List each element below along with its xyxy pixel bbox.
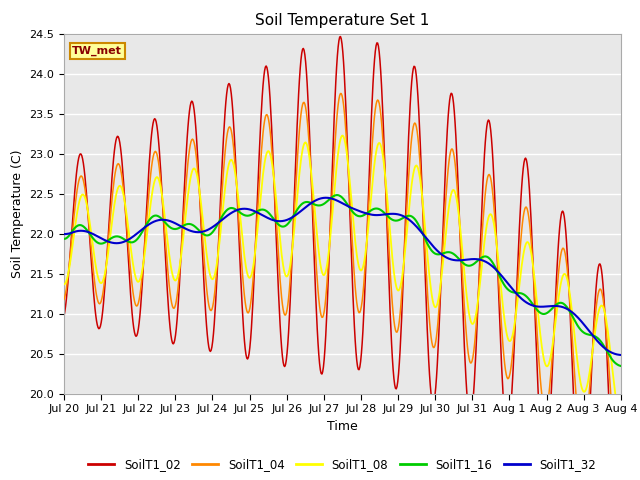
SoilT1_02	[127, 302, 135, 308]
SoilT1_32	[411, 222, 419, 228]
SoilT1_32	[214, 221, 221, 227]
SoilT1_16	[60, 236, 68, 242]
SoilT1_08	[411, 165, 419, 170]
SoilT1_16	[184, 221, 192, 227]
SoilT1_04	[184, 160, 192, 166]
Legend: SoilT1_02, SoilT1_04, SoilT1_08, SoilT1_16, SoilT1_32: SoilT1_02, SoilT1_04, SoilT1_08, SoilT1_…	[84, 454, 601, 476]
SoilT1_02	[337, 34, 344, 39]
SoilT1_32	[70, 229, 78, 235]
SoilT1_02	[214, 267, 221, 273]
SoilT1_16	[214, 222, 221, 228]
SoilT1_16	[333, 192, 341, 198]
Line: SoilT1_08: SoilT1_08	[64, 136, 621, 418]
SoilT1_32	[322, 195, 330, 201]
SoilT1_32	[617, 352, 625, 358]
SoilT1_08	[617, 415, 625, 420]
SoilT1_04	[60, 297, 68, 302]
SoilT1_02	[70, 197, 78, 203]
SoilT1_16	[428, 247, 435, 253]
SoilT1_08	[184, 193, 192, 199]
SoilT1_02	[60, 313, 68, 319]
SoilT1_16	[617, 363, 625, 369]
SoilT1_04	[616, 471, 623, 477]
SoilT1_04	[337, 91, 344, 96]
SoilT1_08	[214, 257, 221, 263]
SoilT1_08	[339, 133, 347, 139]
SoilT1_02	[184, 125, 192, 131]
SoilT1_08	[127, 250, 135, 255]
SoilT1_32	[428, 241, 435, 247]
SoilT1_08	[70, 231, 78, 237]
X-axis label: Time: Time	[327, 420, 358, 432]
SoilT1_04	[127, 276, 135, 281]
Y-axis label: Soil Temperature (C): Soil Temperature (C)	[11, 149, 24, 278]
Line: SoilT1_16: SoilT1_16	[64, 195, 621, 366]
SoilT1_04	[70, 213, 78, 219]
SoilT1_16	[70, 226, 78, 232]
SoilT1_02	[411, 64, 419, 70]
Text: TW_met: TW_met	[72, 46, 122, 57]
SoilT1_16	[127, 240, 135, 245]
Line: SoilT1_04: SoilT1_04	[64, 94, 621, 474]
SoilT1_16	[411, 216, 419, 222]
SoilT1_02	[428, 391, 435, 397]
SoilT1_04	[428, 334, 435, 340]
SoilT1_32	[60, 231, 68, 237]
SoilT1_04	[214, 260, 221, 265]
Title: Soil Temperature Set 1: Soil Temperature Set 1	[255, 13, 429, 28]
Line: SoilT1_02: SoilT1_02	[64, 36, 621, 480]
SoilT1_08	[60, 282, 68, 288]
Line: SoilT1_32: SoilT1_32	[64, 198, 621, 355]
SoilT1_32	[127, 235, 135, 240]
SoilT1_04	[411, 120, 419, 126]
SoilT1_32	[184, 227, 192, 233]
SoilT1_04	[617, 470, 625, 476]
SoilT1_08	[428, 288, 435, 293]
